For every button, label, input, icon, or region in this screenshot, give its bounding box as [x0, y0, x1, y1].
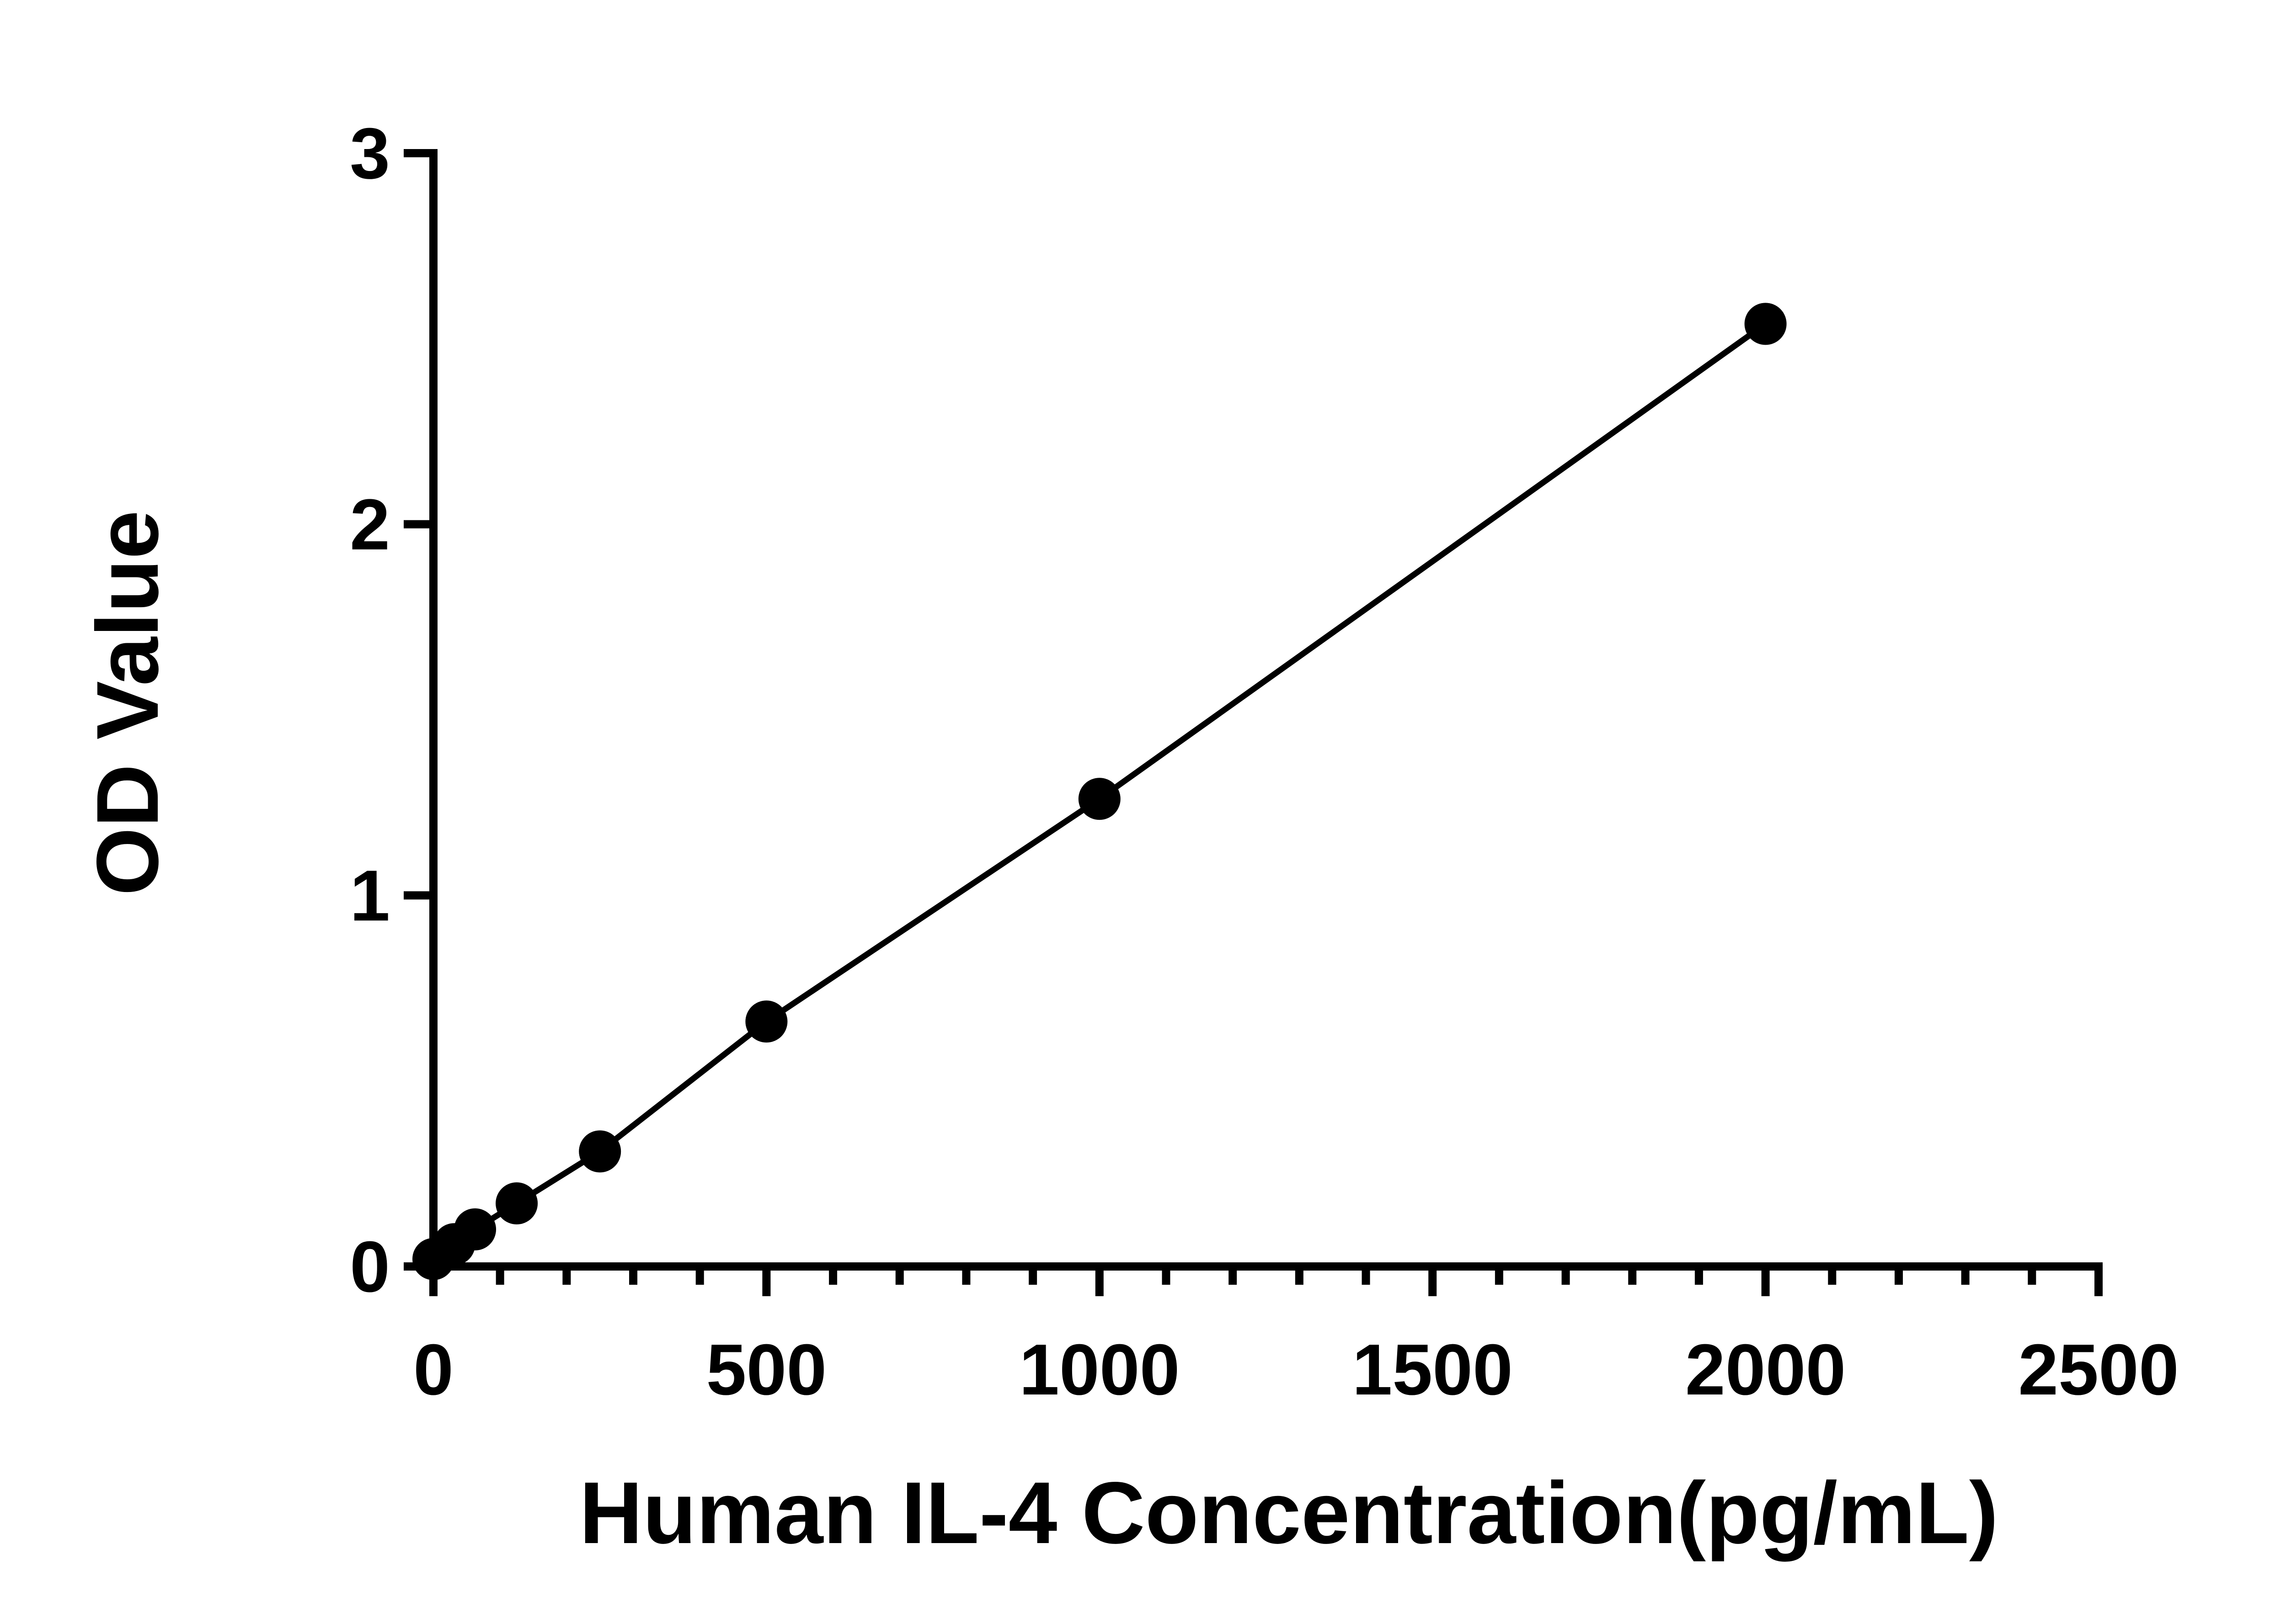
x-tick-label: 2500 [2018, 1330, 2179, 1410]
x-axis-title: Human IL-4 Concentration(pg/mL) [579, 1464, 1998, 1562]
data-point [454, 1208, 497, 1250]
data-point [496, 1182, 538, 1225]
data-point [1078, 778, 1121, 820]
data-point [579, 1130, 621, 1173]
y-axis-title: OD Value [78, 510, 176, 896]
x-tick-label: 500 [706, 1330, 827, 1410]
data-point [1744, 303, 1787, 345]
x-tick-label: 0 [413, 1330, 454, 1410]
plot-area [412, 303, 1787, 1280]
y-tick-label: 0 [350, 1227, 390, 1307]
y-tick-label: 3 [350, 113, 390, 194]
axes: 0 1 2 3 0 500 1000 1500 2000 2500 [350, 113, 2179, 1410]
data-point [745, 1000, 788, 1043]
y-tick-label: 1 [350, 855, 390, 936]
x-tick-label: 2000 [1685, 1330, 1846, 1410]
x-tick-label: 1500 [1352, 1330, 1513, 1410]
y-tick-label: 2 [350, 485, 390, 565]
x-tick-label: 1000 [1019, 1330, 1180, 1410]
